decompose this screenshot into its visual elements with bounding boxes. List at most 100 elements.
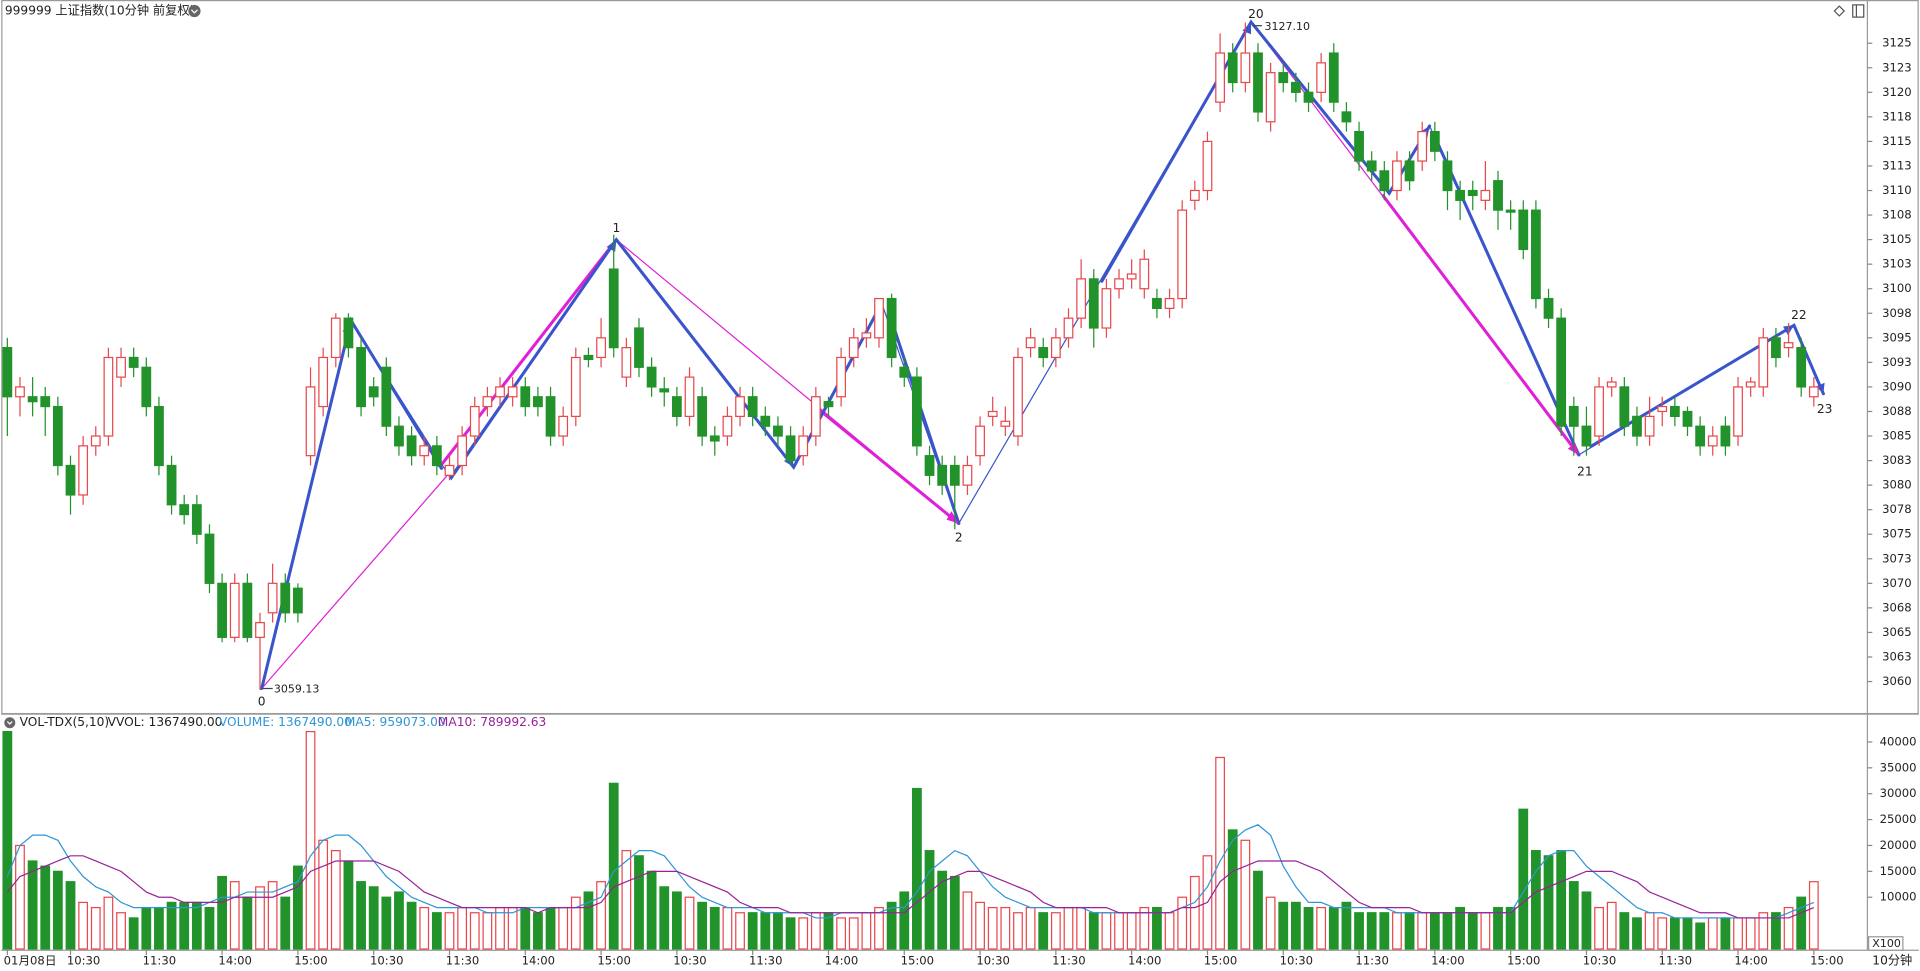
candle-body	[899, 366, 910, 378]
volume-bar	[356, 881, 366, 950]
candle-body	[608, 268, 619, 349]
volume-bar	[962, 891, 973, 950]
candle-body	[1505, 209, 1516, 213]
candle-body	[318, 356, 329, 408]
volume-bar	[1455, 906, 1466, 950]
x-tick-label: 15:00	[1810, 954, 1843, 968]
x-tick-label: 14:00	[1734, 954, 1767, 968]
candle-body	[823, 401, 834, 408]
volume-bar	[1189, 875, 1200, 950]
volume-bar	[1733, 917, 1743, 950]
volume-bar	[1013, 912, 1023, 950]
volume-bar	[1568, 881, 1579, 950]
y-tick-label: 3123	[1882, 60, 1912, 74]
y-tick-label: 3113	[1882, 158, 1912, 172]
x-tick-label: 11:30	[749, 954, 782, 968]
y-tick-label: 3115	[1882, 134, 1912, 148]
volume-bar	[1707, 917, 1718, 950]
candle-body	[394, 425, 404, 447]
volume-bar	[975, 901, 985, 950]
candle-body	[1783, 342, 1794, 349]
candle-body	[1733, 386, 1743, 437]
volume-bar	[1025, 906, 1036, 950]
volume-bar	[1695, 922, 1706, 950]
y-tick-label: 3105	[1882, 232, 1912, 246]
candle-body	[482, 396, 493, 408]
candle-body	[1695, 425, 1706, 447]
candle-body	[1745, 381, 1756, 388]
candle-body	[1177, 209, 1188, 300]
volume-bar	[1101, 912, 1112, 950]
candle-body	[52, 405, 63, 467]
y-tick-label: 3085	[1882, 429, 1912, 443]
volume-bar	[937, 870, 948, 950]
window-icon[interactable]	[1852, 4, 1865, 18]
candle-body	[1556, 317, 1567, 427]
candle-body	[987, 410, 998, 417]
candle-body	[1253, 52, 1263, 113]
candle-body	[431, 445, 442, 467]
volume-bar	[305, 730, 316, 950]
volume-bar	[1114, 912, 1124, 950]
candle-body	[1290, 81, 1301, 93]
volume-bar	[507, 906, 518, 950]
candle-body	[1493, 180, 1503, 211]
candle-body	[65, 464, 76, 496]
vol-menu-icon[interactable]	[4, 717, 16, 729]
volume-bar	[1505, 906, 1516, 950]
candle-body	[27, 396, 38, 403]
volume-bar	[419, 906, 430, 950]
candle-body	[621, 347, 632, 378]
y-tick-label: 3068	[1882, 600, 1912, 614]
volume-bar	[469, 912, 480, 950]
candle-body	[1543, 297, 1554, 319]
candle-body	[975, 425, 985, 457]
x-tick-label: 10:30	[673, 954, 706, 968]
x-tick-label: 11:30	[143, 954, 176, 968]
volume-bar	[267, 881, 278, 950]
y-tick-label: 35000	[1880, 760, 1917, 774]
volume-bar	[1644, 912, 1655, 950]
low-price-label: 3059.13	[274, 683, 320, 696]
menu-icon[interactable]	[188, 4, 201, 18]
candle-body	[1455, 189, 1466, 201]
volume-bar	[1379, 912, 1390, 950]
candle-body	[684, 376, 695, 417]
volume-bar	[949, 875, 960, 950]
volume-bar	[242, 896, 253, 950]
volume-bar	[191, 901, 202, 950]
volume-bar	[773, 912, 783, 950]
candle-body	[570, 356, 581, 417]
candle-body	[1000, 420, 1011, 427]
candle-body	[533, 396, 543, 408]
y-tick-label: 40000	[1880, 734, 1917, 748]
volume-bar	[1796, 896, 1807, 950]
volume-bar	[318, 839, 329, 950]
volume-bar	[1543, 855, 1554, 950]
y-tick-label: 3108	[1882, 208, 1912, 222]
y-tick-label: 10000	[1880, 890, 1917, 904]
candle-body	[1354, 130, 1364, 162]
volume-bar	[293, 865, 303, 950]
diamond-icon[interactable]	[1833, 5, 1846, 17]
x-tick-label: 01月08日	[4, 954, 57, 968]
x-tick-label: 10:30	[976, 954, 1009, 968]
candle-body	[15, 386, 25, 398]
candle-body	[1341, 111, 1352, 123]
x-tick-label: 14:00	[1128, 954, 1161, 968]
candle-body	[116, 356, 126, 378]
volume-bar	[722, 906, 733, 950]
volume-bar	[15, 844, 25, 950]
volume-bar	[1720, 917, 1731, 950]
candle-body	[874, 297, 884, 339]
y-tick-label: 3093	[1882, 355, 1912, 369]
volume-bar	[735, 912, 745, 950]
candle-body	[722, 415, 733, 437]
x-tick-label: 10:30	[1280, 954, 1313, 968]
indicator-title: VOL-TDX(5,10)	[20, 715, 110, 729]
candle-body	[1063, 317, 1074, 339]
x-tick-label: 15:00	[1204, 954, 1237, 968]
volume-bar	[1745, 917, 1756, 950]
y-tick-label: 3075	[1882, 527, 1912, 541]
volume-bar	[166, 901, 177, 950]
